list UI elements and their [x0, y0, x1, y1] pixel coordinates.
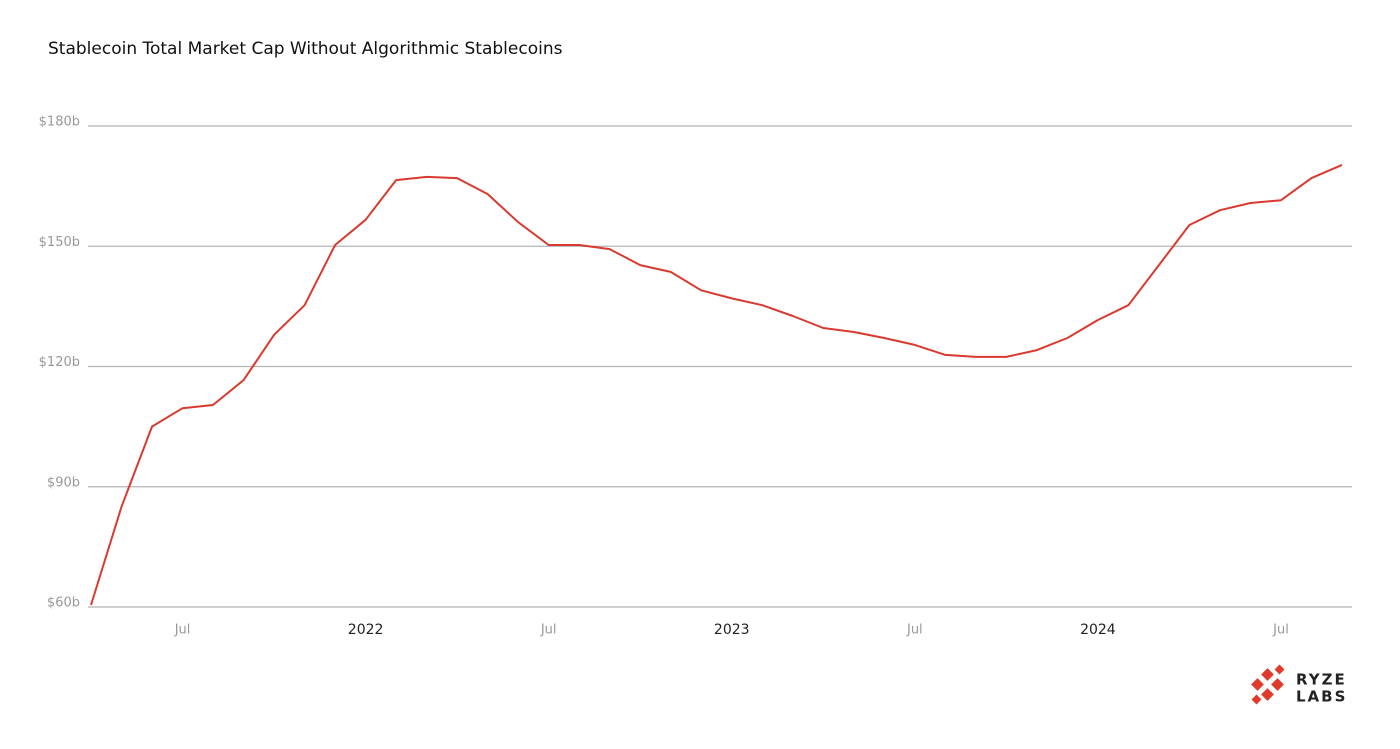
x-tick-label: 2023 [714, 622, 750, 638]
y-tick-label: $60b [47, 596, 80, 611]
chart-title: Stablecoin Total Market Cap Without Algo… [48, 39, 563, 59]
x-tick-label: Jul [174, 623, 191, 638]
y-tick-label: $90b [47, 475, 80, 490]
x-tick-label: Jul [906, 623, 923, 638]
data-line [90, 163, 1343, 606]
x-tick-label: Jul [540, 623, 557, 638]
y-tick-label: $120b [39, 355, 80, 370]
logo-icon [1251, 664, 1285, 705]
x-tick-label: Jul [1272, 623, 1289, 638]
y-tick-label: $180b [39, 115, 80, 130]
x-tick-label: 2024 [1080, 622, 1116, 638]
brand-logo: RYZE LABS [1251, 664, 1347, 706]
logo-text: RYZE [1296, 671, 1347, 689]
y-tick-label: $150b [39, 235, 80, 250]
x-tick-label: 2022 [348, 622, 384, 638]
logo-text: LABS [1296, 688, 1347, 706]
